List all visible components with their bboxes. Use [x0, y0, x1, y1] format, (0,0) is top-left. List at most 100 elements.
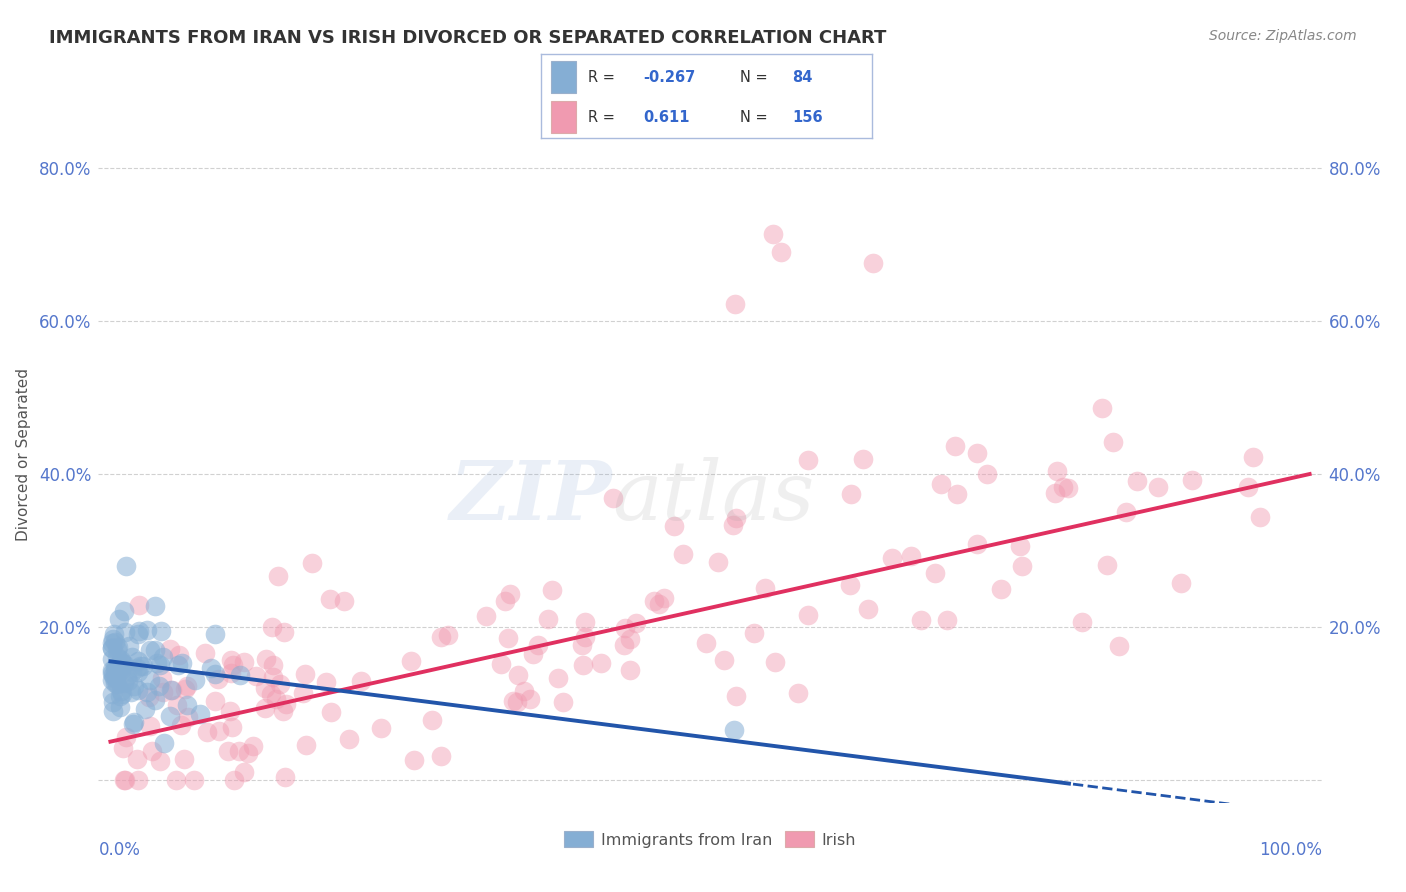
Point [1046, 464, 1069, 478]
Text: N =: N = [740, 110, 772, 125]
Point [110, 663, 132, 677]
Point [496, 631, 519, 645]
Point [506, 668, 529, 682]
Point [132, 659, 155, 673]
Point [125, 752, 148, 766]
Point [208, 723, 231, 738]
Point [522, 647, 544, 661]
Point [672, 547, 695, 561]
Point [103, 632, 125, 646]
Point [880, 551, 903, 566]
Point [112, 657, 135, 671]
Point [713, 652, 735, 666]
Point [136, 623, 159, 637]
Point [652, 591, 675, 606]
Point [537, 612, 560, 626]
Point [527, 639, 550, 653]
Point [1052, 480, 1074, 494]
Y-axis label: Divorced or Separated: Divorced or Separated [15, 368, 31, 541]
Point [221, 652, 243, 666]
Point [260, 687, 283, 701]
Point [274, 697, 297, 711]
Point [1249, 510, 1271, 524]
Point [253, 681, 276, 696]
Point [176, 698, 198, 713]
Point [173, 681, 195, 696]
Point [219, 666, 242, 681]
Point [103, 627, 125, 641]
Point [127, 654, 149, 668]
Point [104, 676, 127, 690]
Point [990, 582, 1012, 597]
Point [108, 612, 131, 626]
Point [1241, 450, 1264, 464]
Point [101, 695, 124, 709]
Point [159, 641, 181, 656]
Point [122, 714, 145, 729]
Point [519, 691, 541, 706]
Point [267, 569, 290, 583]
Point [262, 670, 284, 684]
Point [127, 682, 149, 697]
Point [929, 477, 952, 491]
Point [1126, 474, 1149, 488]
Point [153, 735, 176, 749]
Point [1237, 480, 1260, 494]
Point [742, 626, 765, 640]
Point [796, 607, 818, 622]
Point [143, 693, 166, 707]
Point [167, 658, 190, 673]
Point [1043, 485, 1066, 500]
Point [145, 656, 167, 670]
Point [301, 556, 323, 570]
Point [976, 467, 998, 481]
Point [194, 646, 217, 660]
Text: R =: R = [588, 70, 619, 85]
Point [262, 620, 284, 634]
Point [138, 719, 160, 733]
Point [1008, 539, 1031, 553]
Point [100, 666, 122, 681]
Point [724, 511, 747, 525]
Text: IMMIGRANTS FROM IRAN VS IRISH DIVORCED OR SEPARATED CORRELATION CHART: IMMIGRANTS FROM IRAN VS IRISH DIVORCED O… [49, 29, 887, 46]
Point [591, 656, 613, 670]
Point [170, 718, 193, 732]
Point [489, 657, 512, 672]
Point [723, 297, 745, 311]
Point [571, 638, 593, 652]
Point [474, 608, 496, 623]
Point [105, 642, 128, 657]
Point [110, 684, 132, 698]
Point [117, 674, 139, 689]
Text: 84: 84 [793, 70, 813, 85]
Point [430, 630, 453, 644]
Point [127, 772, 149, 787]
Point [183, 673, 205, 687]
Point [647, 598, 669, 612]
Point [619, 663, 641, 677]
Point [128, 659, 150, 673]
Point [172, 656, 194, 670]
Point [1170, 576, 1192, 591]
Point [101, 640, 124, 655]
Point [437, 627, 460, 641]
Point [254, 651, 277, 665]
Point [112, 676, 135, 690]
Point [114, 625, 136, 640]
Point [233, 764, 256, 779]
Point [111, 687, 134, 701]
Point [420, 714, 443, 728]
Point [165, 772, 187, 787]
Point [624, 615, 647, 630]
Point [103, 672, 125, 686]
Point [935, 613, 957, 627]
Point [101, 673, 124, 687]
Point [966, 537, 988, 551]
Point [150, 624, 173, 638]
Point [762, 227, 785, 241]
Point [149, 754, 172, 768]
Point [204, 627, 226, 641]
Point [101, 704, 124, 718]
Point [1011, 558, 1033, 573]
Point [613, 638, 636, 652]
